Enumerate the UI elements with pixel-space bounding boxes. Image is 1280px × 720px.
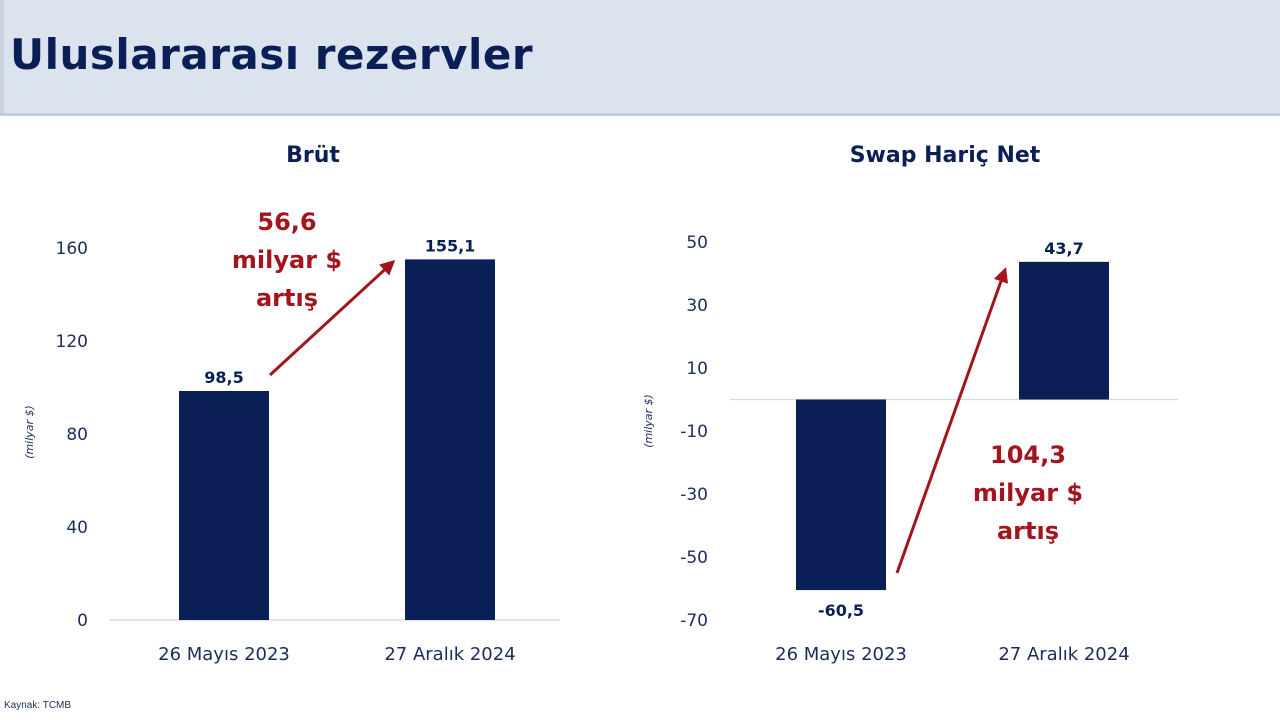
y-tick-label: -10 (680, 422, 708, 442)
increase-annotation: milyar $ (973, 479, 1083, 507)
x-tick-label: 26 Mayıs 2023 (775, 644, 907, 665)
data-label: 98,5 (204, 368, 243, 387)
x-tick-label: 26 Mayıs 2023 (158, 644, 290, 665)
data-label: -60,5 (818, 601, 864, 620)
y-tick-label: 120 (56, 332, 88, 352)
bar (1019, 261, 1109, 400)
y-tick-label: 80 (66, 425, 88, 445)
x-tick-label: 27 Aralık 2024 (998, 644, 1129, 665)
y-axis-label: (milyar $) (642, 394, 655, 448)
y-tick-label: 160 (56, 239, 88, 259)
y-tick-label: 30 (686, 296, 708, 316)
y-tick-label: -70 (680, 611, 708, 631)
increase-arrow (895, 267, 1009, 574)
y-tick-label: 40 (66, 518, 88, 538)
increase-annotation: artış (256, 284, 318, 312)
increase-annotation: artış (997, 517, 1059, 545)
bar (405, 259, 495, 620)
page-title: Uluslararası rezervler (10, 30, 534, 79)
y-tick-label: 50 (686, 233, 708, 253)
chart-title: Swap Hariç Net (850, 143, 1041, 168)
source-note: Kaynak: TCMB (4, 700, 72, 711)
y-tick-label: -30 (680, 485, 708, 505)
y-tick-label: 0 (77, 611, 88, 631)
bar (179, 390, 269, 620)
y-tick-label: 10 (686, 359, 708, 379)
x-tick-label: 27 Aralık 2024 (384, 644, 515, 665)
y-tick-label: -50 (680, 548, 708, 568)
increase-annotation: milyar $ (232, 246, 342, 274)
increase-annotation: 104,3 (990, 441, 1066, 469)
chart-title: Brüt (286, 143, 340, 168)
increase-arrow (268, 259, 396, 377)
y-axis-label: (milyar $) (23, 405, 36, 459)
data-label: 43,7 (1044, 239, 1083, 258)
title-bar: Uluslararası rezervler (0, 0, 1280, 116)
data-label: 155,1 (425, 236, 476, 255)
increase-annotation: 56,6 (257, 208, 316, 236)
bar (796, 399, 886, 591)
